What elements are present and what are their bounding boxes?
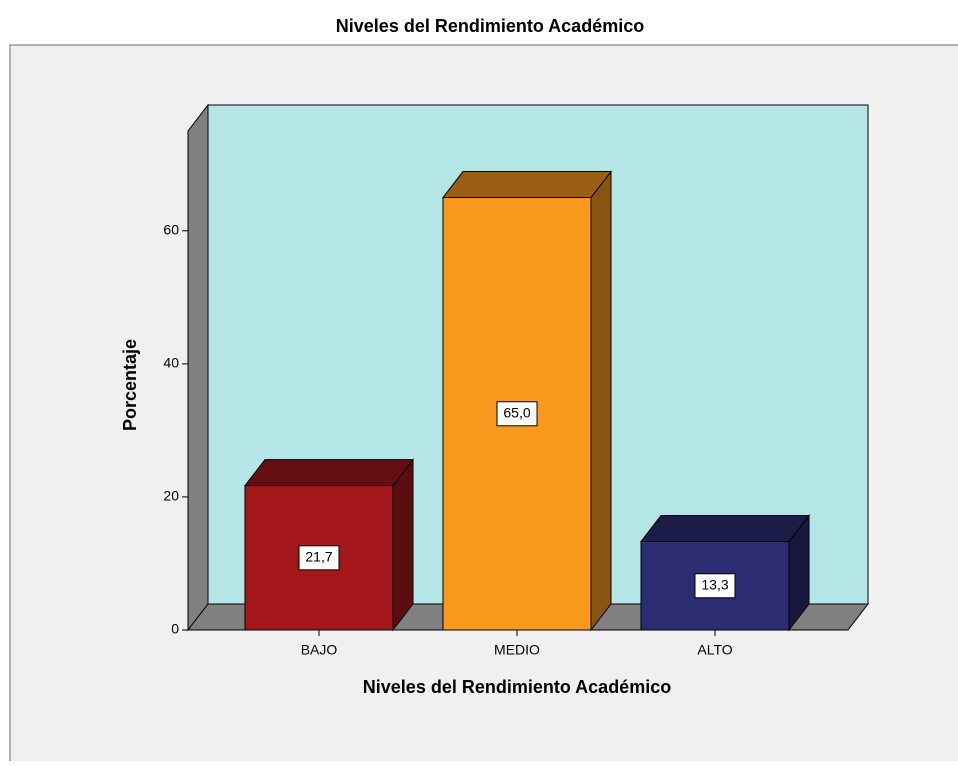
y-tick-label: 20 — [163, 488, 179, 504]
bar-top — [441, 171, 613, 199]
y-axis-label: Porcentaje — [120, 339, 140, 431]
value-label-box — [496, 401, 538, 427]
side-wall — [187, 103, 209, 632]
x-tick-label: MEDIO — [494, 642, 540, 658]
value-label: 21,7 — [305, 549, 332, 565]
bar-side — [590, 170, 612, 632]
y-tick-label: 40 — [163, 355, 179, 371]
y-tick-label: 60 — [163, 222, 179, 238]
x-axis-label: Niveles del Rendimiento Académico — [363, 677, 671, 697]
bar-top — [639, 515, 811, 543]
x-tick-label: BAJO — [301, 642, 338, 658]
x-tick-label: ALTO — [697, 642, 732, 658]
chart-title: Niveles del Rendimiento Académico — [336, 16, 644, 36]
value-label-box — [694, 573, 736, 599]
value-label: 65,0 — [503, 404, 530, 420]
value-label: 13,3 — [701, 576, 728, 592]
y-tick-label: 0 — [171, 621, 179, 637]
value-label-box — [298, 545, 340, 571]
bar-side — [392, 458, 414, 632]
bar-top — [243, 459, 415, 487]
